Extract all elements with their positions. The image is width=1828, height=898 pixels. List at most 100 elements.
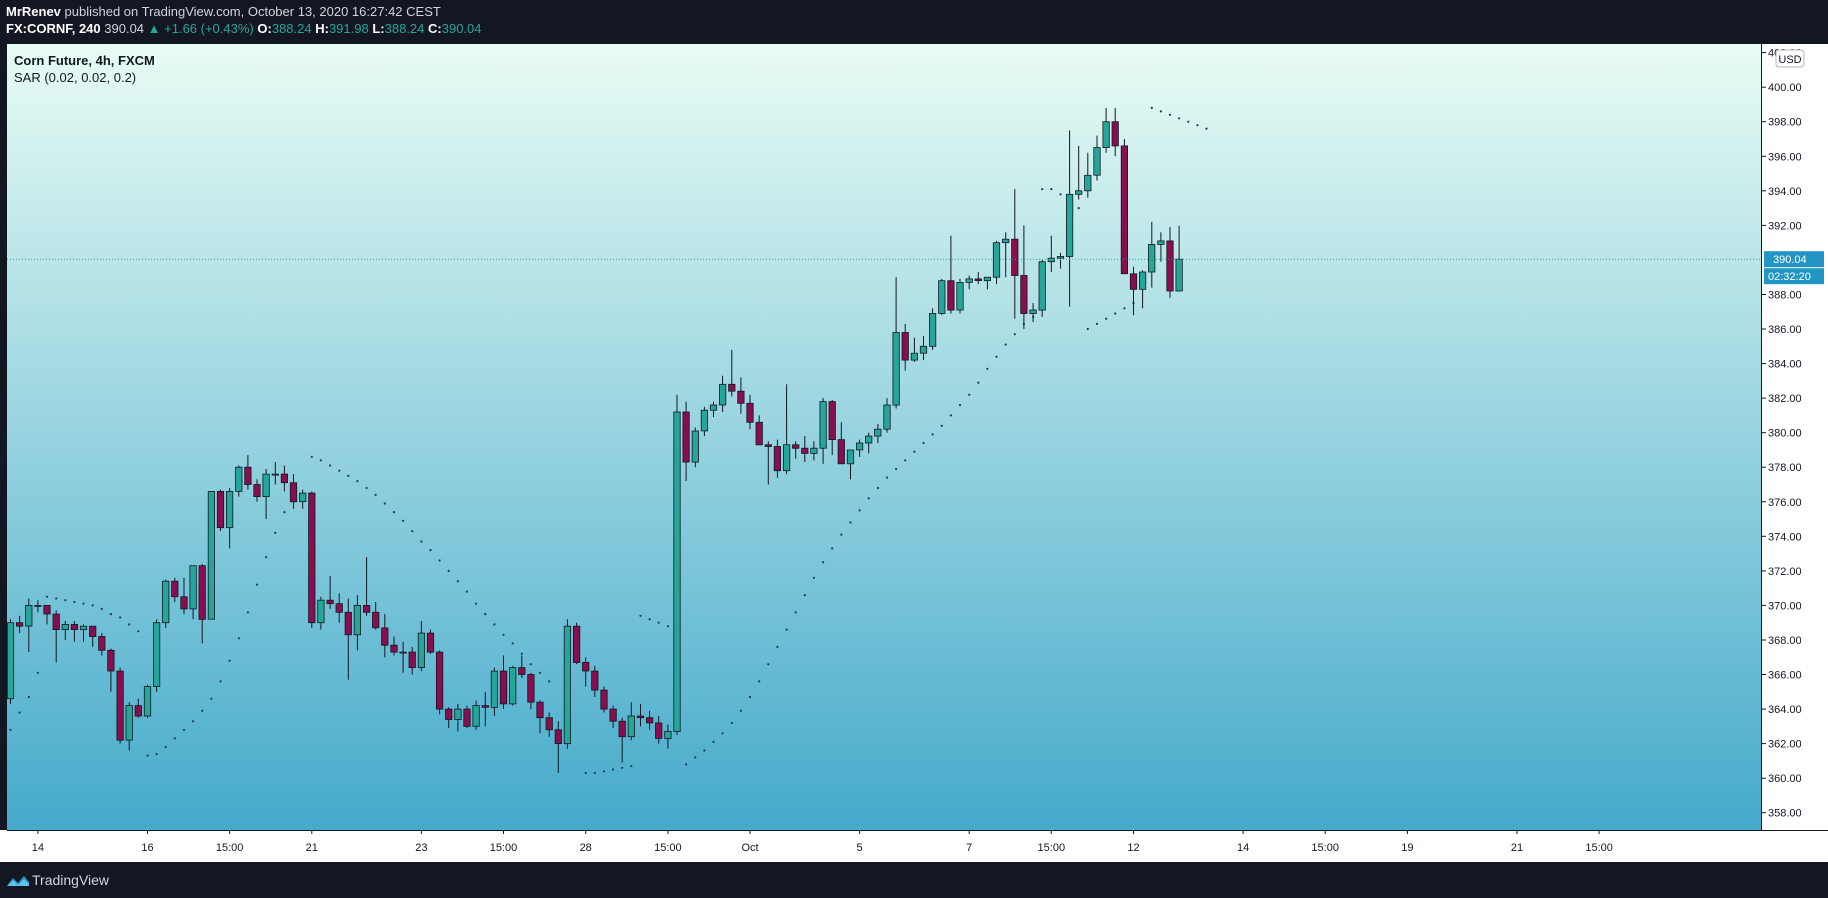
candle-body [673,411,681,733]
open-label: O: [257,21,272,36]
sar-dot [1178,117,1181,120]
candle [527,672,535,710]
candle-body [445,708,453,720]
candle [1047,235,1055,272]
candle-body [1011,238,1019,276]
low-value: 388.24 [384,21,425,36]
candle-body [225,490,234,529]
candle [673,394,681,735]
candle-body [1047,257,1055,263]
candle-body [61,624,69,631]
candle-body [79,625,88,631]
sar-dot [1105,317,1108,320]
y-tick-label: 364.00 [1768,704,1802,716]
x-tick-label: Oct [741,842,758,854]
sar-dot [748,695,752,699]
candle-body [755,421,763,446]
legend-indicator[interactable]: SAR (0.02, 0.02, 0.2) [14,70,137,85]
price-tag-bg [1764,251,1824,268]
candle-body [819,401,827,449]
y-tick-label: 372.00 [1768,566,1802,578]
candle-body [856,442,864,451]
candle [490,667,499,716]
candle-body [1020,275,1028,314]
sar-dot [703,749,706,752]
candle-body [618,720,626,738]
candles [6,107,1183,773]
candle-body [545,717,553,731]
candle [180,577,188,615]
sar-dot [538,671,542,674]
candle [235,465,243,497]
candle-body [609,708,617,722]
candle [61,621,69,640]
sar-dot [447,569,450,573]
price-chart[interactable]: 358.00 360.00 362.00 364.00 366.00 368.00 370.… [0,44,1828,862]
sar-dot [694,756,697,759]
sar-dot [1013,333,1016,336]
candle [655,716,663,744]
candle-body [700,409,709,432]
candle-body [143,686,152,717]
sar-dot [456,580,459,583]
candle [618,717,626,763]
candle [856,439,864,457]
sar-dot [876,486,880,490]
candle [901,323,909,371]
sar-dot [438,559,441,562]
ohlc-line: FX:CORNF, 240 390.04 ▲ +1.66 (+0.43%) O:… [6,21,482,36]
candle [1020,225,1028,329]
candle [481,691,489,727]
publish-info: MrRenev published on TradingView.com, Oc… [6,4,441,19]
time-axis-panel [0,830,1828,862]
last-value: 390.04 [104,21,145,36]
candle [728,349,736,397]
candle-body [107,649,115,672]
candle [472,700,480,730]
currency-badge[interactable]: USD [1775,49,1805,68]
candle-body [189,565,197,610]
sar-dot [685,763,688,766]
legend-title[interactable]: Corn Future, 4h, FXCM [14,53,155,68]
y-tick-label: 368.00 [1768,635,1802,647]
candle [929,308,937,350]
sar-dot [767,663,770,666]
sar-dot [648,618,651,621]
candle-body [216,490,225,529]
sar-dot [237,637,240,640]
candle-body [244,466,252,485]
candle [582,657,590,687]
sar-dot [119,616,122,619]
sar-dot [383,502,386,505]
sar-dot [1205,127,1208,130]
sar-dot [36,671,40,674]
sar-dot [1168,113,1172,116]
candle-body [910,352,919,361]
candle [518,655,526,678]
candle-body [1066,193,1074,257]
candle-body [1148,243,1156,273]
candle [225,488,234,549]
candle [70,621,78,642]
candle [573,622,581,665]
candle [554,721,562,773]
footer-brand[interactable]: TradingView [32,872,110,888]
author-name[interactable]: MrRenev [6,4,61,19]
candle-body [408,651,416,668]
candle [152,619,161,692]
candle-body [636,715,645,719]
sar-dot [192,720,195,723]
candle [454,703,462,732]
y-tick-label: 388.00 [1768,290,1802,302]
chart-legend: Corn Future, 4h, FXCM SAR (0.02, 0.02, 0… [14,52,155,86]
candle-body [509,667,517,705]
sar-dot [91,604,94,607]
candle [1093,135,1101,181]
sar-dot [210,697,213,700]
sar-dot [986,367,989,370]
sar-dot [639,614,642,617]
sar-dot [1114,312,1117,315]
candle-body [235,466,243,492]
candle-body [180,596,188,610]
chart-area[interactable]: 358.00 360.00 362.00 364.00 366.00 368.00 370.… [0,44,1828,862]
